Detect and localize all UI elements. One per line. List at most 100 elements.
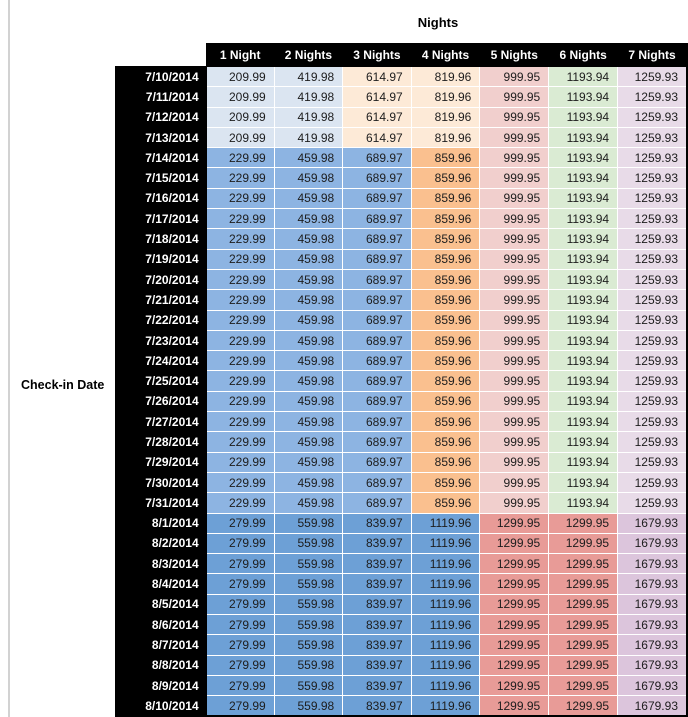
price-cell[interactable]: 859.96 — [410, 248, 481, 270]
price-cell[interactable]: 1193.94 — [548, 370, 619, 392]
row-date-cell[interactable]: 7/30/2014 — [115, 471, 207, 494]
price-cell[interactable]: 1259.93 — [617, 167, 688, 189]
price-cell[interactable]: 229.99 — [205, 471, 275, 494]
price-cell[interactable]: 459.98 — [273, 350, 344, 372]
row-date-cell[interactable]: 8/4/2014 — [115, 573, 207, 595]
price-cell[interactable]: 999.95 — [479, 370, 550, 392]
price-cell[interactable]: 1259.93 — [617, 106, 688, 128]
price-cell[interactable]: 819.96 — [410, 126, 481, 149]
row-date-cell[interactable]: 8/8/2014 — [115, 654, 207, 676]
price-cell[interactable]: 1679.93 — [617, 654, 688, 676]
price-cell[interactable]: 999.95 — [479, 309, 550, 331]
column-header[interactable]: 7 Nights — [617, 43, 688, 67]
row-date-cell[interactable]: 7/19/2014 — [115, 248, 207, 270]
price-cell[interactable]: 689.97 — [342, 350, 412, 372]
price-cell[interactable]: 1259.93 — [617, 451, 688, 473]
price-cell[interactable]: 279.99 — [205, 593, 275, 616]
price-cell[interactable]: 1193.94 — [548, 492, 619, 514]
price-cell[interactable]: 459.98 — [273, 431, 344, 453]
price-cell[interactable]: 229.99 — [205, 187, 275, 210]
price-cell[interactable]: 1679.93 — [617, 512, 688, 534]
column-header[interactable]: 6 Nights — [548, 43, 619, 67]
price-cell[interactable]: 1299.95 — [479, 553, 550, 575]
price-cell[interactable]: 689.97 — [342, 289, 412, 311]
price-cell[interactable]: 1259.93 — [617, 248, 688, 270]
price-cell[interactable]: 559.98 — [273, 614, 344, 636]
price-cell[interactable]: 1299.95 — [479, 512, 550, 534]
price-cell[interactable]: 859.96 — [410, 167, 481, 189]
row-date-cell[interactable]: 8/6/2014 — [115, 614, 207, 636]
price-cell[interactable]: 689.97 — [342, 187, 412, 210]
price-cell[interactable]: 229.99 — [205, 309, 275, 331]
row-date-cell[interactable]: 7/23/2014 — [115, 329, 207, 352]
price-cell[interactable]: 689.97 — [342, 451, 412, 473]
price-cell[interactable]: 999.95 — [479, 329, 550, 352]
price-cell[interactable]: 279.99 — [205, 614, 275, 636]
price-cell[interactable]: 1193.94 — [548, 187, 619, 210]
price-cell[interactable]: 689.97 — [342, 471, 412, 494]
price-cell[interactable]: 459.98 — [273, 248, 344, 270]
price-cell[interactable]: 999.95 — [479, 147, 550, 169]
price-cell[interactable]: 1193.94 — [548, 167, 619, 189]
price-cell[interactable]: 999.95 — [479, 390, 550, 413]
price-cell[interactable]: 999.95 — [479, 289, 550, 311]
price-cell[interactable]: 1119.96 — [410, 614, 481, 636]
price-cell[interactable]: 209.99 — [205, 126, 275, 149]
price-cell[interactable]: 459.98 — [273, 187, 344, 210]
price-cell[interactable]: 1259.93 — [617, 126, 688, 149]
row-date-cell[interactable]: 7/16/2014 — [115, 187, 207, 210]
price-cell[interactable]: 999.95 — [479, 106, 550, 128]
price-cell[interactable]: 839.97 — [342, 634, 412, 656]
price-cell[interactable]: 1259.93 — [617, 309, 688, 331]
price-cell[interactable]: 999.95 — [479, 411, 550, 433]
price-cell[interactable]: 614.97 — [342, 65, 412, 88]
price-cell[interactable]: 229.99 — [205, 268, 275, 291]
price-cell[interactable]: 1299.95 — [548, 614, 619, 636]
price-cell[interactable]: 859.96 — [410, 268, 481, 291]
price-cell[interactable]: 559.98 — [273, 634, 344, 656]
price-cell[interactable]: 1299.95 — [548, 654, 619, 676]
price-cell[interactable]: 1259.93 — [617, 65, 688, 88]
price-cell[interactable]: 459.98 — [273, 329, 344, 352]
price-cell[interactable]: 229.99 — [205, 411, 275, 433]
price-cell[interactable]: 1119.96 — [410, 674, 481, 697]
price-cell[interactable]: 859.96 — [410, 492, 481, 514]
price-cell[interactable]: 859.96 — [410, 208, 481, 230]
price-cell[interactable]: 459.98 — [273, 411, 344, 433]
price-cell[interactable]: 1119.96 — [410, 634, 481, 656]
price-cell[interactable]: 229.99 — [205, 370, 275, 392]
price-cell[interactable]: 1259.93 — [617, 228, 688, 250]
price-cell[interactable]: 999.95 — [479, 471, 550, 494]
price-cell[interactable]: 559.98 — [273, 654, 344, 676]
row-date-cell[interactable]: 7/29/2014 — [115, 451, 207, 473]
price-cell[interactable]: 229.99 — [205, 329, 275, 352]
price-cell[interactable]: 229.99 — [205, 167, 275, 189]
price-cell[interactable]: 1259.93 — [617, 390, 688, 413]
price-cell[interactable]: 859.96 — [410, 329, 481, 352]
price-cell[interactable]: 209.99 — [205, 65, 275, 88]
column-header[interactable]: 1 Night — [205, 43, 275, 67]
price-cell[interactable]: 999.95 — [479, 492, 550, 514]
price-cell[interactable]: 689.97 — [342, 268, 412, 291]
price-cell[interactable]: 839.97 — [342, 654, 412, 676]
price-cell[interactable]: 1259.93 — [617, 329, 688, 352]
price-cell[interactable]: 999.95 — [479, 228, 550, 250]
price-cell[interactable]: 209.99 — [205, 86, 275, 108]
row-date-cell[interactable]: 7/31/2014 — [115, 492, 207, 514]
price-cell[interactable]: 1259.93 — [617, 147, 688, 169]
row-date-cell[interactable]: 8/5/2014 — [115, 593, 207, 616]
price-cell[interactable]: 839.97 — [342, 553, 412, 575]
price-cell[interactable]: 859.96 — [410, 289, 481, 311]
price-cell[interactable]: 459.98 — [273, 147, 344, 169]
price-cell[interactable]: 839.97 — [342, 573, 412, 595]
price-cell[interactable]: 1193.94 — [548, 411, 619, 433]
price-cell[interactable]: 999.95 — [479, 86, 550, 108]
price-cell[interactable]: 1259.93 — [617, 208, 688, 230]
price-cell[interactable]: 1679.93 — [617, 634, 688, 656]
price-cell[interactable]: 999.95 — [479, 126, 550, 149]
price-cell[interactable]: 1259.93 — [617, 350, 688, 372]
row-date-cell[interactable]: 7/22/2014 — [115, 309, 207, 331]
row-date-cell[interactable]: 7/27/2014 — [115, 411, 207, 433]
price-cell[interactable]: 689.97 — [342, 370, 412, 392]
price-cell[interactable]: 229.99 — [205, 451, 275, 473]
